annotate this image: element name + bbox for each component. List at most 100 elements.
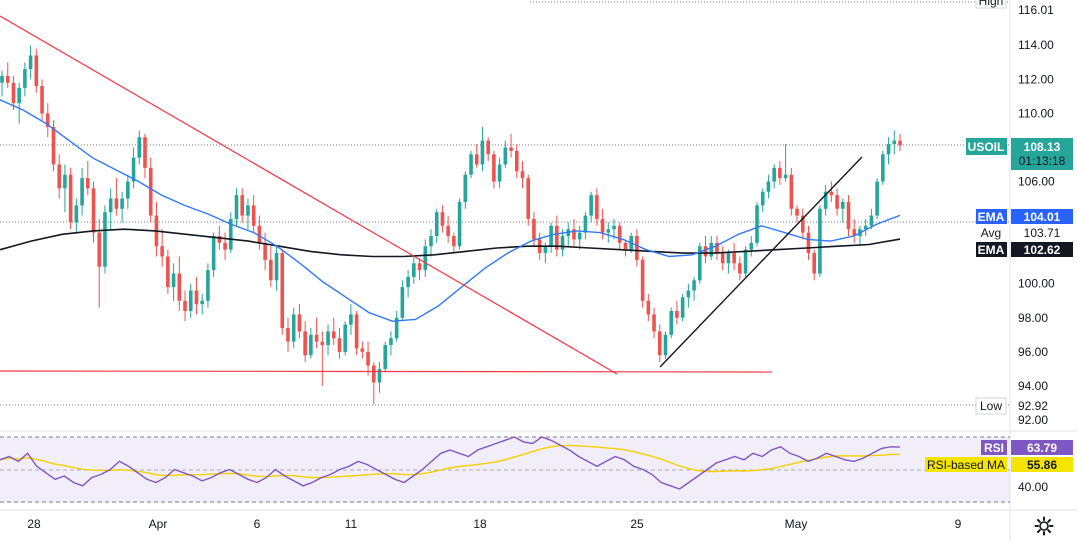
candle-body[interactable]	[818, 208, 822, 274]
candle-body[interactable]	[200, 300, 204, 305]
candle-body[interactable]	[789, 174, 794, 209]
candle-body[interactable]	[108, 198, 113, 213]
candle-body[interactable]	[760, 191, 765, 206]
candle-body[interactable]	[354, 314, 359, 349]
candle-body[interactable]	[486, 140, 490, 155]
candle-body[interactable]	[680, 297, 685, 318]
candle-body[interactable]	[320, 341, 325, 346]
candle-body[interactable]	[738, 263, 742, 274]
candle-body[interactable]	[45, 113, 50, 128]
candle-body[interactable]	[646, 300, 651, 315]
candle-body[interactable]	[555, 225, 559, 250]
candle-body[interactable]	[617, 225, 622, 243]
candle-body[interactable]	[23, 69, 27, 88]
candle-body[interactable]	[160, 246, 164, 257]
candle-body[interactable]	[257, 225, 262, 243]
candle-body[interactable]	[526, 178, 531, 219]
candle-body[interactable]	[589, 195, 593, 216]
candle-body[interactable]	[114, 198, 119, 209]
candle-body[interactable]	[423, 246, 428, 271]
candle-body[interactable]	[812, 253, 817, 274]
candle-body[interactable]	[463, 174, 468, 202]
candle-body[interactable]	[772, 167, 776, 182]
candle-body[interactable]	[183, 300, 187, 311]
candle-body[interactable]	[188, 290, 193, 311]
candle-body[interactable]	[40, 86, 44, 114]
candle-body[interactable]	[120, 198, 124, 209]
candle-body[interactable]	[732, 253, 736, 264]
candle-body[interactable]	[206, 270, 210, 301]
candle-body[interactable]	[863, 225, 868, 230]
candle-body[interactable]	[314, 334, 319, 342]
candle-body[interactable]	[103, 212, 107, 267]
candle-body[interactable]	[137, 137, 142, 158]
candle-body[interactable]	[474, 154, 479, 165]
time-axis[interactable]: 28 Apr 6 11 18 25 May 9	[27, 517, 961, 531]
candle-body[interactable]	[291, 314, 296, 342]
candle-body[interactable]	[360, 348, 365, 352]
candle-body[interactable]	[635, 236, 639, 260]
candle-body[interactable]	[97, 232, 102, 267]
candle-body[interactable]	[543, 246, 548, 254]
candle-body[interactable]	[400, 287, 405, 318]
candle-body[interactable]	[657, 331, 662, 356]
candle-body[interactable]	[503, 147, 508, 165]
candle-body[interactable]	[17, 87, 21, 104]
candle-body[interactable]	[234, 195, 239, 219]
candle-body[interactable]	[652, 314, 656, 332]
candle-body[interactable]	[166, 256, 170, 288]
candle-body[interactable]	[800, 215, 805, 233]
candle-body[interactable]	[623, 242, 628, 250]
candle-body[interactable]	[686, 290, 691, 298]
candle-body[interactable]	[886, 144, 891, 155]
candle-body[interactable]	[675, 310, 679, 318]
candle-body[interactable]	[492, 154, 496, 182]
candle-body[interactable]	[251, 205, 256, 226]
candle-body[interactable]	[434, 212, 439, 237]
candle-body[interactable]	[532, 218, 536, 240]
candle-body[interactable]	[63, 174, 67, 189]
candle-body[interactable]	[560, 236, 565, 250]
ascending-trendline[interactable]	[659, 156, 863, 368]
candle-body[interactable]	[881, 154, 885, 182]
candle-body[interactable]	[480, 140, 485, 165]
candle-body[interactable]	[177, 273, 182, 301]
candle-body[interactable]	[766, 181, 771, 192]
candle-body[interactable]	[669, 310, 674, 335]
candle-body[interactable]	[595, 195, 599, 219]
candle-body[interactable]	[326, 331, 330, 346]
candle-body[interactable]	[80, 178, 84, 206]
candle-body[interactable]	[514, 150, 519, 172]
candle-body[interactable]	[429, 236, 433, 247]
candle-body[interactable]	[898, 140, 902, 146]
candle-body[interactable]	[85, 178, 90, 189]
candle-body[interactable]	[131, 157, 136, 182]
candle-body[interactable]	[841, 201, 845, 209]
candle-body[interactable]	[520, 171, 525, 179]
candle-body[interactable]	[223, 242, 227, 250]
candle-body[interactable]	[583, 215, 588, 233]
candle-body[interactable]	[875, 181, 879, 216]
candle-body[interactable]	[795, 208, 799, 216]
candle-body[interactable]	[143, 137, 147, 168]
candle-body[interactable]	[715, 242, 719, 254]
candle-body[interactable]	[720, 253, 725, 264]
candle-body[interactable]	[11, 82, 16, 104]
candle-body[interactable]	[892, 140, 897, 145]
candle-body[interactable]	[68, 174, 73, 223]
candle-body[interactable]	[0, 75, 4, 83]
candle-body[interactable]	[709, 242, 714, 257]
candle-body[interactable]	[394, 317, 399, 339]
candle-body[interactable]	[783, 174, 788, 179]
candle-body[interactable]	[371, 365, 376, 383]
candle-body[interactable]	[126, 181, 130, 199]
candle-body[interactable]	[755, 205, 759, 243]
candle-body[interactable]	[217, 236, 222, 243]
candle-body[interactable]	[549, 225, 553, 247]
settings-gear-icon[interactable]	[1034, 516, 1054, 536]
candle-body[interactable]	[440, 212, 445, 226]
candle-body[interactable]	[5, 75, 10, 83]
candle-body[interactable]	[846, 201, 851, 230]
candle-body[interactable]	[852, 229, 857, 237]
